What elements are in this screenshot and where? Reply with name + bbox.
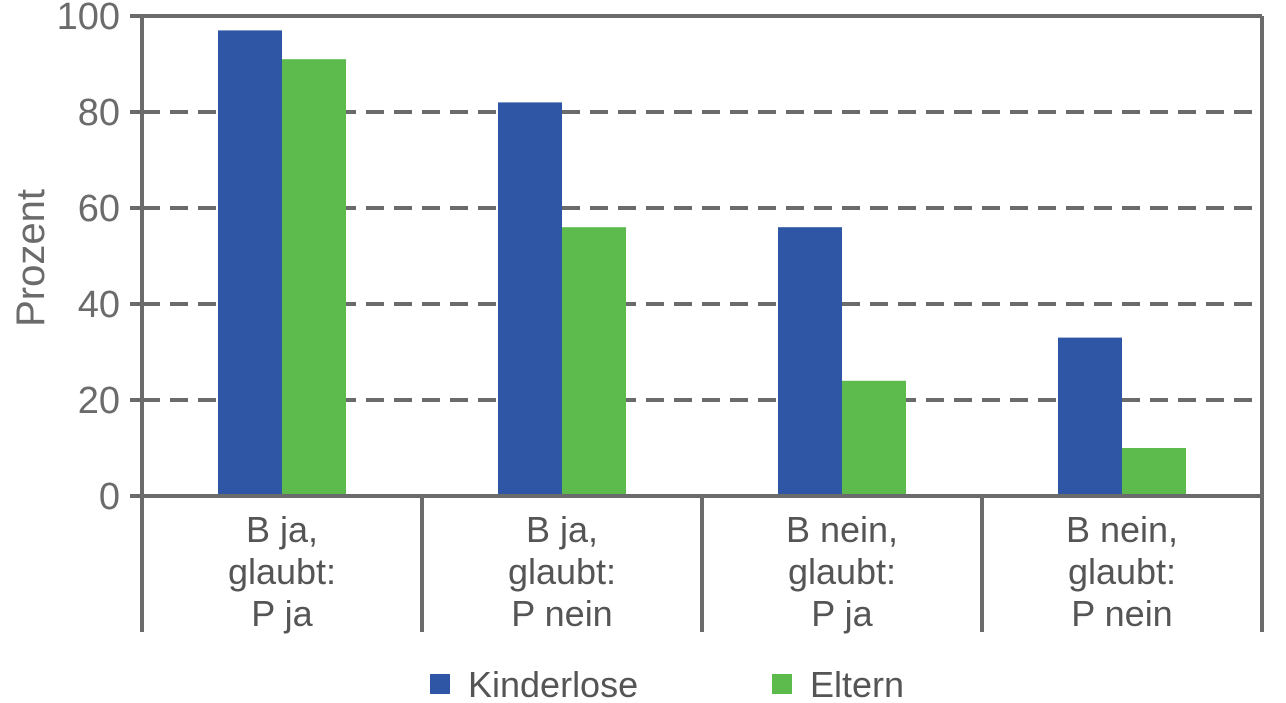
y-tick-label: 40: [78, 284, 120, 326]
legend-label-eltern: Eltern: [810, 664, 904, 703]
axes: [130, 14, 1264, 632]
legend: Kinderlose Eltern: [430, 664, 904, 703]
legend-label-kinderlose: Kinderlose: [468, 664, 638, 703]
category-label: B ja, glaubt: P ja: [228, 509, 336, 634]
category-label: B nein, glaubt: P nein: [1066, 509, 1178, 634]
y-axis-label: Prozent: [9, 189, 53, 327]
bar-kinderlose-3: [778, 227, 842, 496]
bar-kinderlose-1: [218, 30, 282, 497]
y-tick-label: 0: [99, 476, 120, 518]
y-tick-label: 100: [57, 0, 120, 38]
bar-eltern-2: [562, 227, 626, 496]
bar-eltern-1: [282, 59, 346, 496]
bars: [218, 30, 1186, 497]
bar-kinderlose-4: [1058, 337, 1122, 496]
y-tick-label: 80: [78, 92, 120, 134]
y-tick-labels: 0 20 40 60 80 100: [57, 0, 120, 518]
category-label: B ja, glaubt: P nein: [508, 509, 616, 634]
y-tick-label: 20: [78, 380, 120, 422]
category-labels: B ja, glaubt: P ja B ja, glaubt: P nein B nein…: [228, 509, 1178, 634]
bar-kinderlose-2: [498, 102, 562, 497]
legend-swatch-kinderlose: [430, 674, 450, 694]
y-tick-label: 60: [78, 188, 120, 230]
legend-swatch-eltern: [772, 674, 792, 694]
bar-eltern-3: [842, 380, 906, 496]
category-label: B nein, glaubt: P ja: [786, 509, 898, 634]
bar-eltern-4: [1122, 448, 1186, 496]
